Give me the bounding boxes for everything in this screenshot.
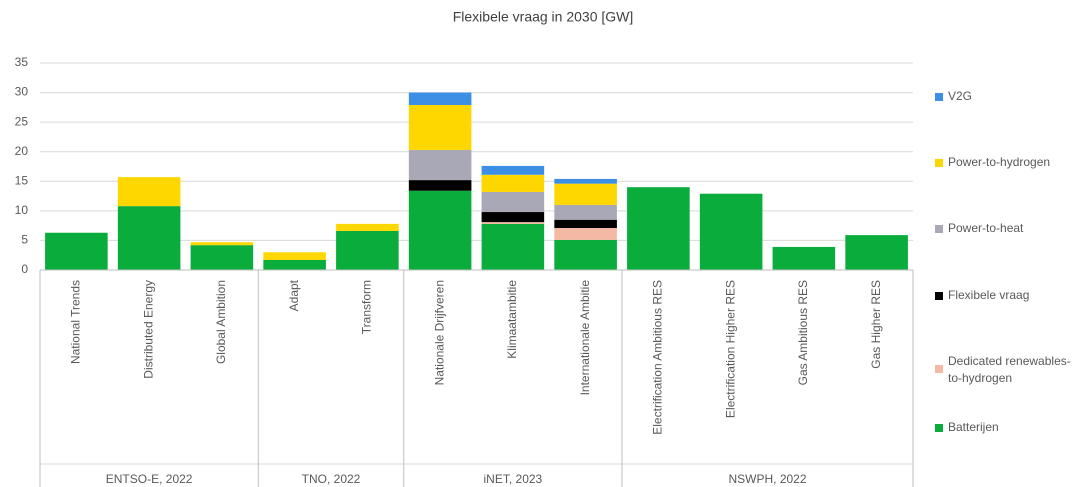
x-tick-label: Nationale Drijfveren	[432, 280, 446, 385]
bar-segment	[190, 245, 254, 270]
bar-segment	[554, 228, 617, 240]
x-tick-label: National Trends	[69, 280, 83, 364]
x-tick-label: Electrification Ambitious RES	[651, 280, 665, 435]
chart-title: Flexibele vraag in 2030 [GW]	[453, 9, 634, 25]
x-tick-label: Gas Ambitious RES	[796, 280, 810, 385]
bar-segment	[481, 222, 545, 224]
legend-swatch	[935, 225, 943, 233]
legend-label: Power-to-hydrogen	[948, 155, 1050, 169]
legend-swatch	[935, 365, 943, 373]
bar-segment	[117, 177, 181, 207]
x-tick-label: Klimaatambitie	[505, 280, 519, 359]
bar-segment	[627, 187, 690, 270]
x-tick-label: Gas Higher RES	[869, 280, 883, 369]
group-label: iNET, 2023	[484, 472, 543, 486]
legend-label: Flexibele vraag	[948, 288, 1029, 302]
group-label: ENTSO-E, 2022	[106, 472, 193, 486]
y-tick-label: 30	[15, 85, 29, 99]
bar-segment	[336, 223, 399, 231]
legend-swatch	[935, 93, 943, 101]
bar-segment	[554, 178, 617, 184]
legend-label: Dedicated renewables-to-hydrogen	[948, 354, 1071, 385]
x-tick-label: Distributed Energy	[141, 280, 155, 379]
bar-segment	[481, 174, 545, 192]
bar-segment	[554, 219, 617, 229]
bar-segment	[117, 206, 181, 270]
y-tick-label: 35	[15, 55, 29, 69]
x-tick-label: Electrification Higher RES	[723, 280, 737, 418]
y-tick-label: 15	[15, 173, 29, 187]
bar-segment	[481, 223, 545, 270]
bar-segment	[408, 149, 472, 181]
x-tick-label: Global Ambition	[214, 280, 228, 364]
bar-segment	[263, 259, 326, 270]
bar-segment	[408, 180, 472, 191]
group-label: TNO, 2022	[302, 472, 361, 486]
y-tick-label: 20	[15, 144, 29, 158]
y-tick-label: 25	[15, 114, 29, 128]
bar-segment	[554, 183, 617, 205]
legend-label: Power-to-heat	[948, 221, 1024, 235]
y-tick-label: 10	[15, 203, 29, 217]
bar-segment	[481, 212, 545, 223]
legend-swatch	[935, 424, 943, 432]
x-tick-label: Transform	[360, 280, 374, 334]
legend-swatch	[935, 292, 943, 300]
bar-segment	[336, 230, 399, 270]
legend-label: Batterijen	[948, 420, 999, 434]
bar-segment	[554, 204, 617, 220]
bar-segment	[45, 232, 108, 270]
bar-segment	[554, 239, 617, 270]
legend-label: V2G	[948, 89, 972, 103]
x-tick-label: Adapt	[287, 279, 301, 311]
y-tick-label: 5	[21, 233, 28, 247]
y-tick-label: 0	[21, 262, 28, 276]
bar-segment	[263, 252, 326, 260]
legend-swatch	[935, 159, 943, 167]
x-tick-label: Internationale Ambitie	[578, 280, 592, 396]
group-label: NSWPH, 2022	[728, 472, 806, 486]
bar-segment	[190, 242, 254, 246]
bar-segment	[408, 92, 472, 105]
bar-segment	[772, 246, 836, 270]
bar-segment	[845, 235, 908, 270]
bar-segment	[481, 191, 545, 213]
bar-segment	[481, 165, 545, 175]
bar-segment	[699, 193, 763, 270]
bar-segment	[408, 190, 472, 270]
bar-segment	[408, 104, 472, 150]
